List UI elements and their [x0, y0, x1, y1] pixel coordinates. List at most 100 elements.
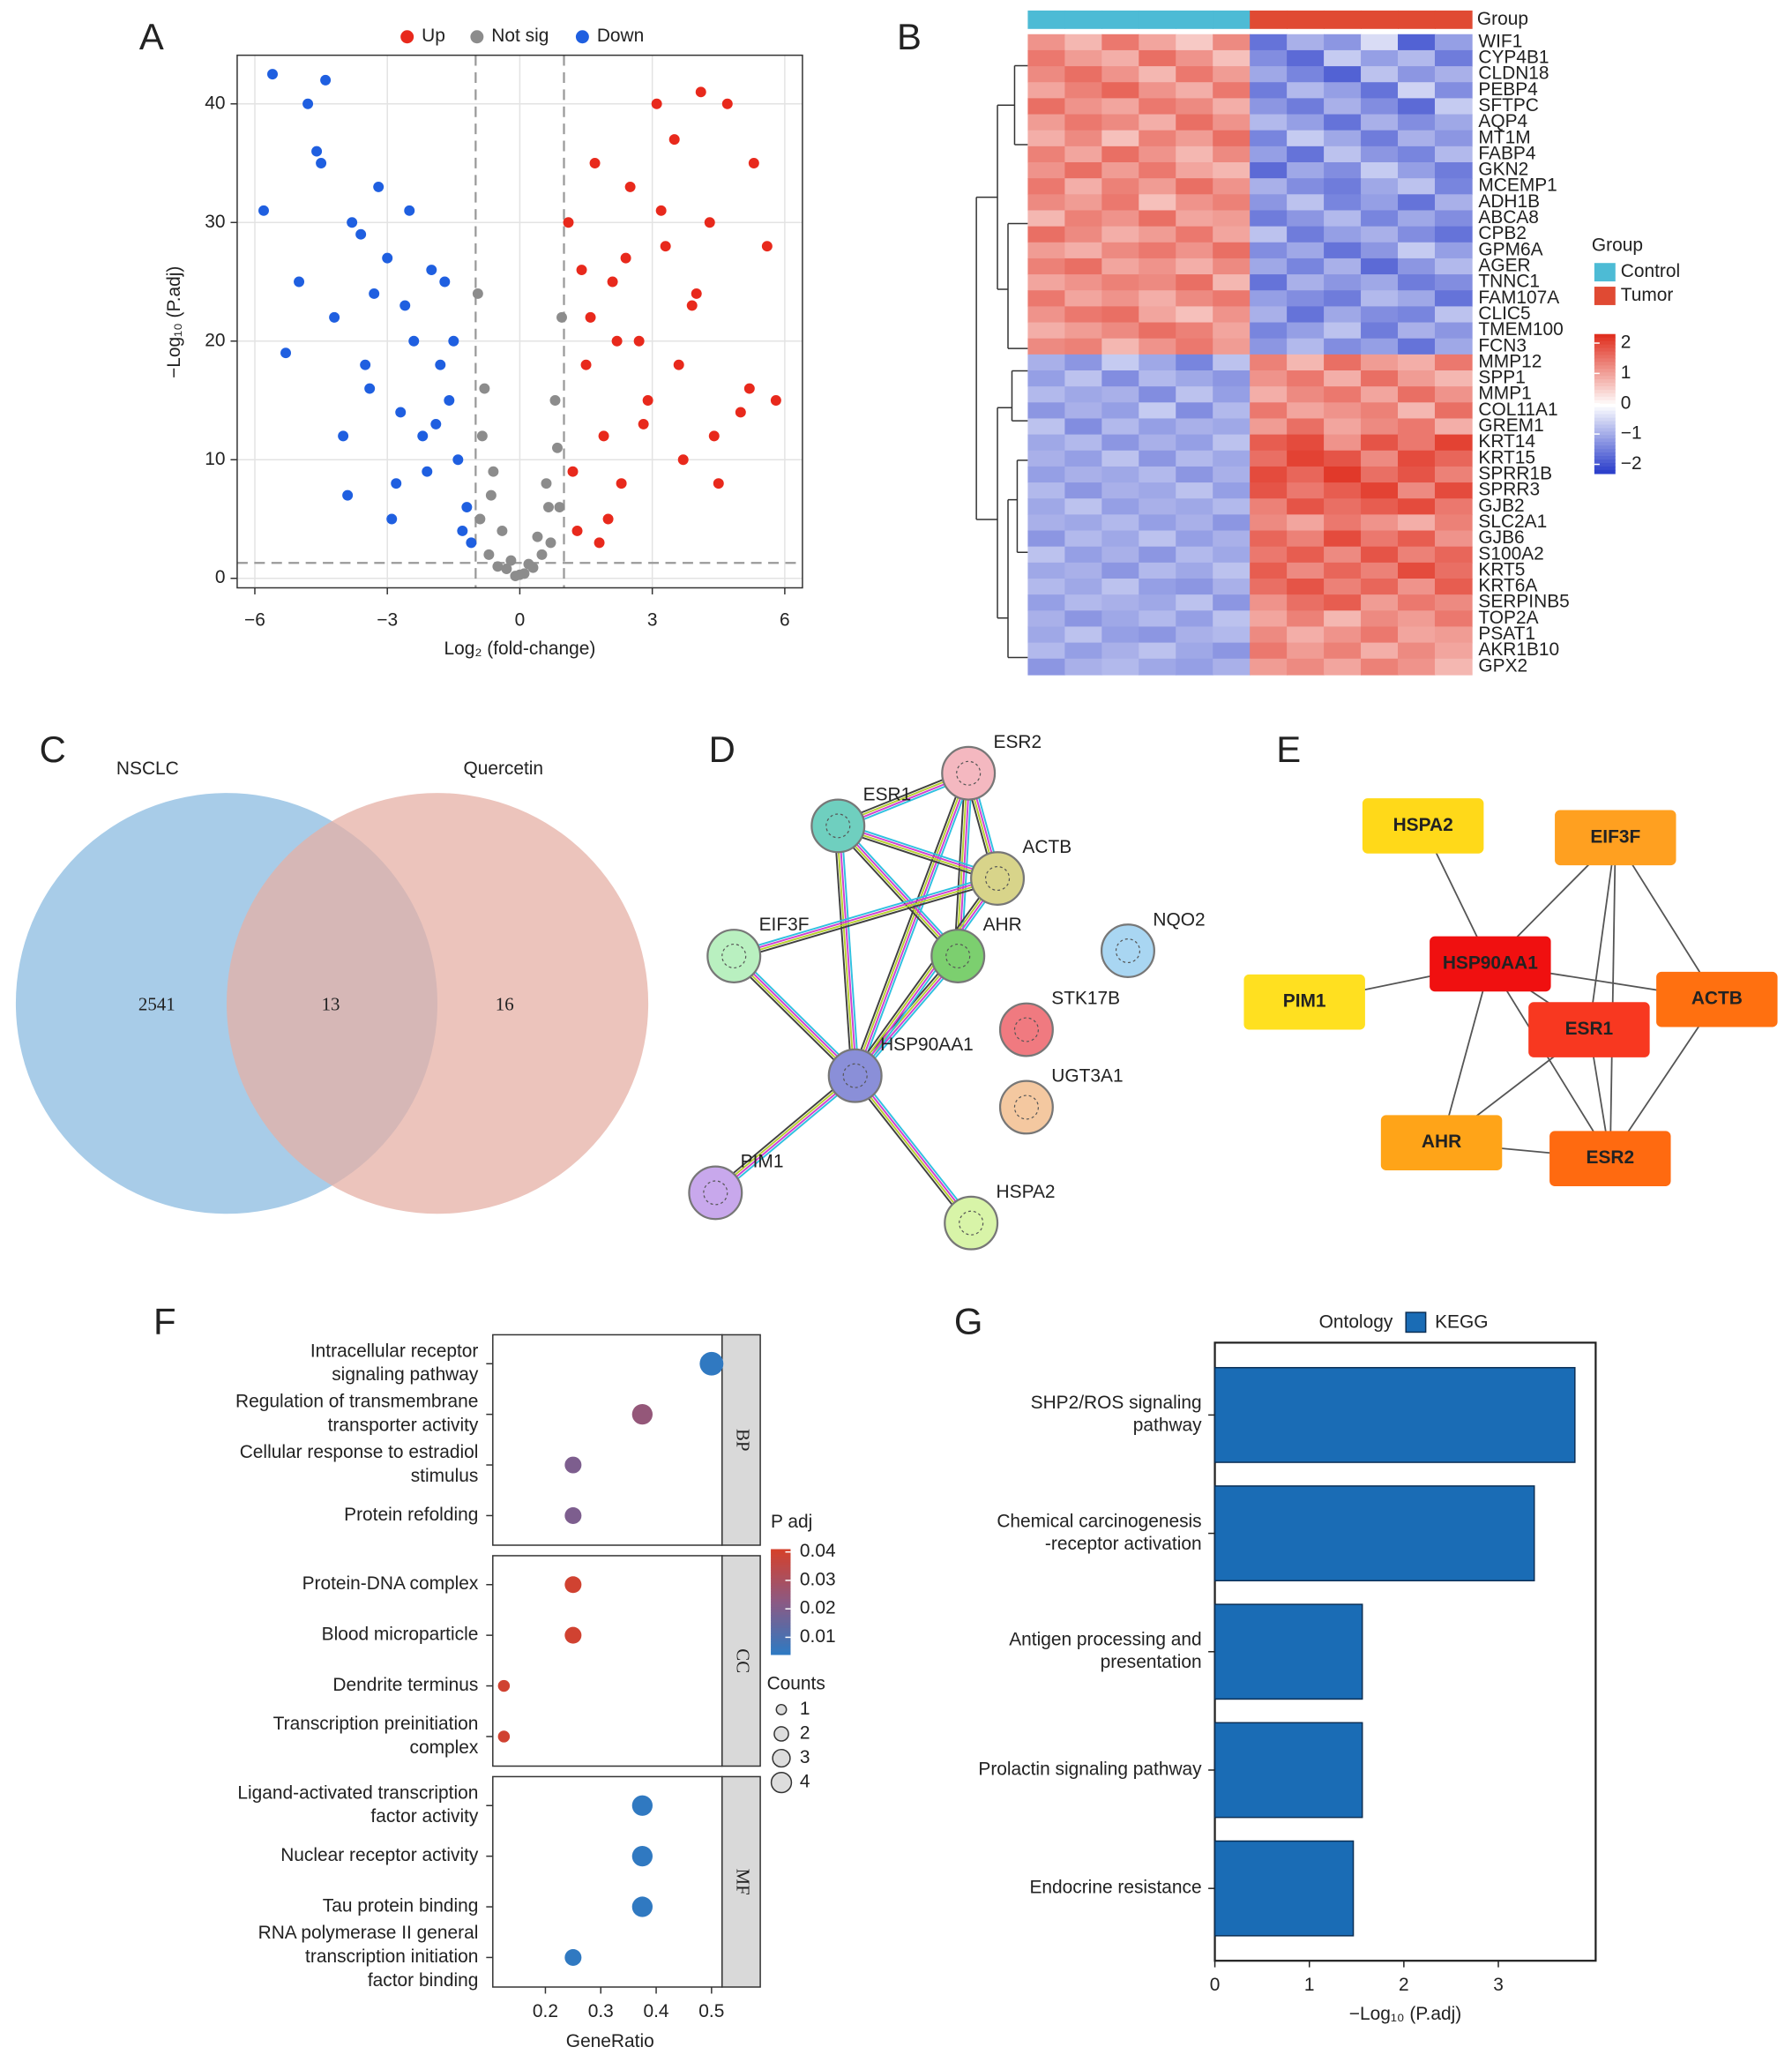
cell: [1027, 338, 1066, 355]
x-tick-label: 0.4: [644, 2001, 669, 2021]
cell: [1176, 418, 1213, 436]
legend-title: Group: [1592, 235, 1643, 255]
point: [267, 69, 278, 80]
edge: [715, 1075, 857, 1195]
cell: [1064, 130, 1103, 147]
colorbar-segment: [771, 1632, 791, 1637]
point: [543, 502, 554, 513]
cell: [1027, 530, 1066, 548]
node: [1549, 1131, 1671, 1186]
cell: [1361, 322, 1399, 340]
edge: [734, 954, 857, 1076]
category-label: Cellular response to estradiol: [240, 1442, 479, 1462]
cell: [1324, 242, 1362, 259]
row-label: GJB6: [1478, 527, 1524, 548]
x-tick-label: 6: [780, 609, 790, 630]
cell: [1139, 210, 1176, 228]
cell: [1287, 498, 1325, 516]
edge: [838, 826, 857, 1076]
category-label: Regulation of transmembrane: [235, 1392, 478, 1412]
node: [810, 798, 866, 854]
cell: [1027, 482, 1066, 499]
facet-strip: [721, 1555, 761, 1767]
cell: [1250, 322, 1288, 340]
row-label: GKN2: [1478, 160, 1528, 180]
cell: [1064, 322, 1103, 340]
cell: [1213, 322, 1251, 340]
cell: [1064, 418, 1103, 436]
cell: [1027, 98, 1066, 116]
cell: [1287, 98, 1325, 116]
point: [545, 537, 556, 549]
cell: [1324, 178, 1362, 196]
facet-panel: [492, 1775, 723, 1988]
point: [417, 430, 429, 442]
cell: [1324, 290, 1362, 308]
cell: [1361, 530, 1399, 548]
cell: [1064, 146, 1103, 163]
cell: [1398, 210, 1436, 228]
cell: [1101, 49, 1140, 67]
colorbar-segment: [1594, 389, 1616, 394]
colorbar-segment: [771, 1604, 791, 1608]
point: [472, 288, 483, 299]
cell: [1213, 258, 1251, 275]
cell: [1434, 434, 1473, 452]
legend-swatch: [575, 30, 589, 44]
cell: [1324, 658, 1362, 676]
cell: [1027, 450, 1066, 467]
cell: [1324, 434, 1362, 452]
cell: [1324, 114, 1362, 131]
colorbar-segment: [1594, 347, 1616, 353]
category-label: Prolactin signaling pathway: [978, 1759, 1202, 1780]
cell: [1027, 658, 1066, 676]
edge: [851, 1077, 969, 1226]
cell: [1434, 418, 1473, 436]
row-label: ABCA8: [1478, 207, 1539, 228]
cell: [1361, 466, 1399, 483]
cell: [1027, 130, 1066, 147]
cell: [1434, 594, 1473, 612]
cell: [1027, 290, 1066, 308]
cell: [1250, 306, 1288, 324]
cell: [1324, 418, 1362, 436]
row-label: SPRR3: [1478, 480, 1540, 500]
colorbar-segment: [771, 1583, 791, 1587]
cell: [1064, 258, 1103, 275]
point: [527, 562, 539, 573]
cell: [1139, 578, 1176, 595]
cell: [1324, 386, 1362, 404]
point: [483, 549, 495, 560]
cell: [1064, 98, 1103, 116]
cell: [1213, 274, 1251, 291]
cell: [1250, 418, 1288, 436]
colorbar-segment: [771, 1565, 791, 1569]
colorbar-tick-label: 1: [1621, 362, 1631, 383]
cell: [1139, 338, 1176, 355]
cell: [1287, 322, 1325, 340]
cell: [1434, 514, 1473, 532]
cell: [1139, 242, 1176, 259]
point: [620, 252, 631, 264]
row-label: PEBP4: [1478, 79, 1537, 100]
colorbar-segment: [771, 1594, 791, 1597]
cell: [1398, 258, 1436, 275]
cell: [1287, 530, 1325, 548]
cell: [1287, 114, 1325, 131]
point: [280, 347, 292, 359]
cell: [1398, 482, 1436, 499]
node-inner: [825, 813, 851, 839]
colorbar-segment: [1594, 462, 1616, 467]
node-label: PIM1: [741, 1152, 784, 1172]
cell: [1250, 161, 1288, 179]
cell: [1101, 594, 1140, 612]
cell: [1250, 546, 1288, 564]
x-axis-label: GeneRatio: [566, 2031, 654, 2051]
colorbar-segment: [771, 1557, 791, 1561]
dot: [564, 1506, 582, 1524]
cell: [1213, 546, 1251, 564]
cell: [1101, 146, 1140, 163]
cell: [1287, 194, 1325, 212]
cell: [1287, 370, 1325, 387]
x-tick-label: 3: [647, 609, 658, 630]
